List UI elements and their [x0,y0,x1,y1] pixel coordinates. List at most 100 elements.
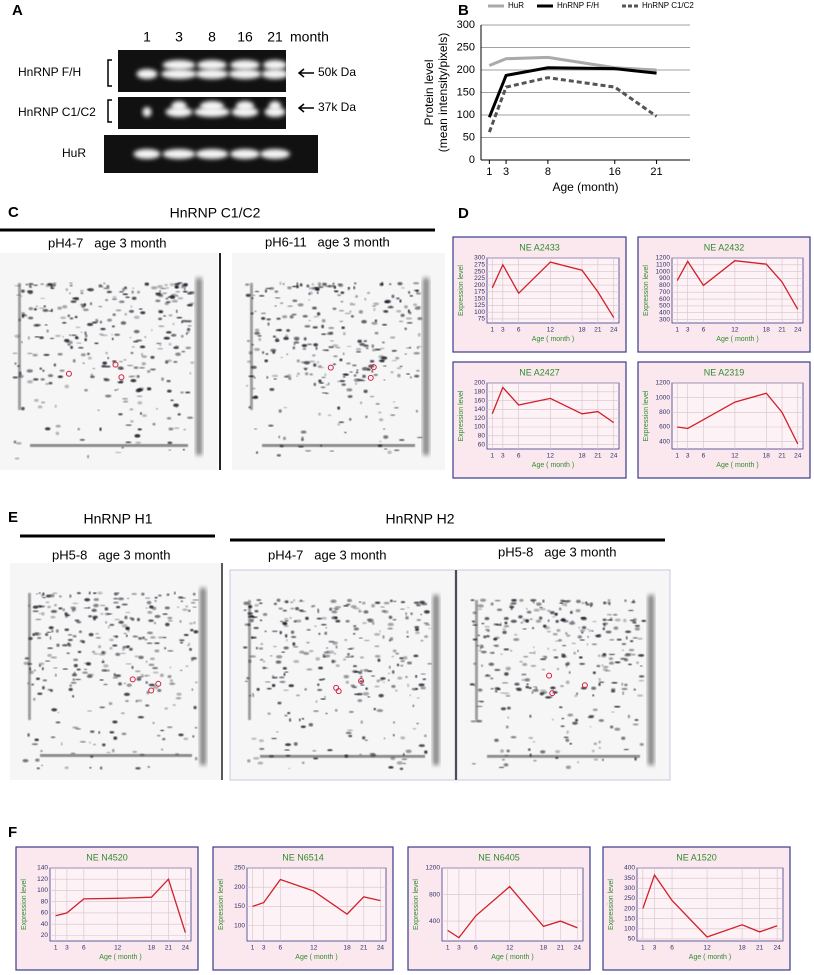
gel-spot [616,638,622,641]
gel-spot [337,380,340,383]
gel-spot [528,736,534,739]
y-tick-label: 1200 [656,255,671,262]
gel-spot [503,617,509,620]
gel-spot [296,372,301,376]
gel-spot [79,303,87,306]
gel-spot [598,654,601,658]
gel-spot [425,623,431,626]
gel-spot [328,331,334,335]
gel-spot [259,747,265,750]
x-tick-label: 3 [503,166,509,178]
gel-spot [334,616,338,620]
x-tick-label: 18 [343,945,351,952]
x-tick-label: 21 [778,327,786,334]
gel-spot [416,306,422,308]
gel-spot [80,292,84,294]
blot-band [200,101,224,111]
gel-spot [475,719,483,723]
gel-spot [399,320,404,323]
gel-spot [384,448,388,450]
gel-spot [62,668,68,670]
gel-spot [111,325,115,328]
gel-spot [265,287,272,290]
gel-spot [112,313,116,316]
gel-spot [320,386,326,389]
gel-marker [148,687,155,694]
gel-spot [189,302,195,305]
gel-spot [247,759,251,763]
gel-spot [641,619,647,623]
gel-spot [621,682,624,686]
gel-spot [28,282,34,286]
gel-spot [33,324,39,327]
gel-spot [34,398,39,402]
gel-streak [250,283,253,410]
gel-spot [42,679,48,682]
x-tick-label: 3 [262,945,266,952]
gel-spot [61,644,69,647]
gel-spot [415,674,418,678]
gel-spot [295,694,301,697]
gel-spot [522,662,528,667]
gel-spot [66,652,70,654]
lane-label: 21 [267,29,283,45]
gel-spot [339,320,344,322]
gel-spot [155,299,161,303]
y-tick-label: 300 [474,255,485,262]
gel-spot [579,639,585,641]
gel-front [40,753,192,757]
series-line [447,885,578,939]
gel-spot [519,660,523,663]
gel-spot [391,670,395,674]
gel-spot [116,381,123,383]
gel-spot [101,669,107,672]
gel-spot [90,375,95,379]
gel-spot [637,637,643,640]
gel-spot [624,599,627,602]
gel-spot [74,297,80,301]
gel-label: pH4-7 age 3 month [268,547,387,562]
gel-spot [152,666,159,670]
gel-spot [144,675,147,677]
gel-spot [264,681,271,683]
gel-spot [530,664,537,667]
gel-spot [391,655,395,658]
gel-spot [155,292,161,295]
gel-spot [47,374,54,378]
gel-spot [379,418,384,422]
gel-spot [364,739,368,742]
gel-spot [301,717,305,720]
gel-spot [309,291,313,295]
gel-spot [137,290,140,294]
gel-spot [399,365,403,368]
gel-spot [123,400,129,403]
gel-spot [76,592,81,595]
gel-spot [345,731,352,735]
gel-spot [349,371,353,373]
gel-spot [109,623,115,626]
gel-spot [399,767,404,771]
gel-spot [591,643,597,646]
gel-spot [278,329,282,332]
gel-spot [144,638,148,641]
gel-spot [136,395,143,398]
gel-spot [420,686,427,690]
gel-spot [504,672,509,676]
gel-spot [64,628,70,632]
gel-spot [364,639,370,642]
gel-spot [561,717,565,720]
x-axis-title: Age ( month ) [532,336,574,343]
gel-spot [424,635,429,638]
gel-spot [622,691,624,695]
gel-spot [326,650,330,652]
y-tick-label: 1100 [656,262,670,269]
blot-row-label: HnRNP C1/C2 [18,105,96,119]
gel-spot [115,451,122,454]
gel-spot [72,635,77,638]
x-tick-label: 18 [739,945,747,952]
gel-spot [162,737,166,741]
gel-spot [309,649,314,653]
gel-spot [106,751,111,754]
gel-spot [74,315,78,319]
gel-spot [80,353,86,357]
